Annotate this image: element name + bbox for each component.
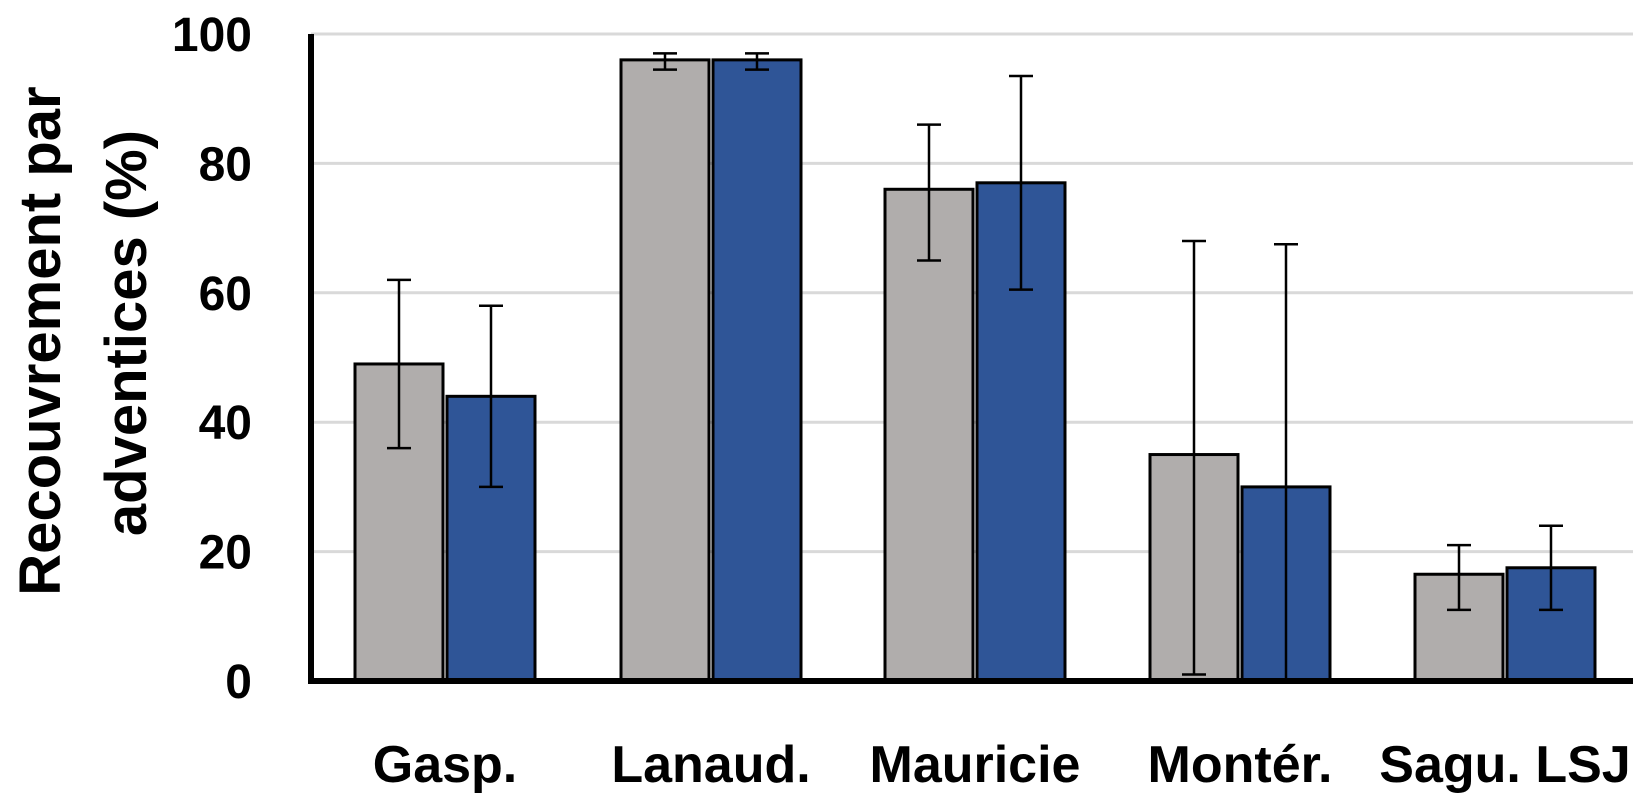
error-bars [387,52,1563,683]
error-bar-series-2-1 [745,52,769,71]
error-bar-series-1-2 [917,123,941,262]
y-tick-label: 20 [199,527,252,580]
category-label-3: Montér. [1148,736,1333,794]
category-label-1: Lanaud. [611,736,810,794]
bar-series-2-1 [711,58,803,683]
error-bar-series-2-4 [1539,524,1563,612]
y-axis-label: Recouvrement par adventices (%) [8,70,159,595]
y-tick-label: 100 [172,9,252,62]
y-axis-label-line-2: adventices (%) [94,130,159,536]
error-bar-series-2-0 [479,304,503,489]
y-tick-label: 0 [225,656,252,709]
y-tick-label: 60 [199,268,252,321]
category-label-0: Gasp. [373,736,518,794]
y-tick-label: 40 [199,397,252,450]
bars [353,58,1597,683]
y-tick-label: 80 [199,138,252,191]
category-label-2: Mauricie [870,736,1081,794]
category-labels: Gasp. Lanaud. Mauricie Montér. Sagu. LSJ [373,736,1631,794]
bar-series-1-1 [619,58,711,683]
error-bar-series-1-1 [653,52,677,71]
error-bar-series-1-0 [387,278,411,450]
error-bar-series-2-2 [1009,74,1033,291]
bar-series-1-2 [883,187,975,683]
error-bar-series-1-4 [1447,543,1471,612]
y-axis-label-line-1: Recouvrement par [8,86,73,595]
error-bar-series-1-3 [1182,239,1206,676]
y-tick-labels: 0 20 40 60 80 100 [172,9,252,709]
category-label-4: Sagu. LSJ [1379,736,1630,794]
